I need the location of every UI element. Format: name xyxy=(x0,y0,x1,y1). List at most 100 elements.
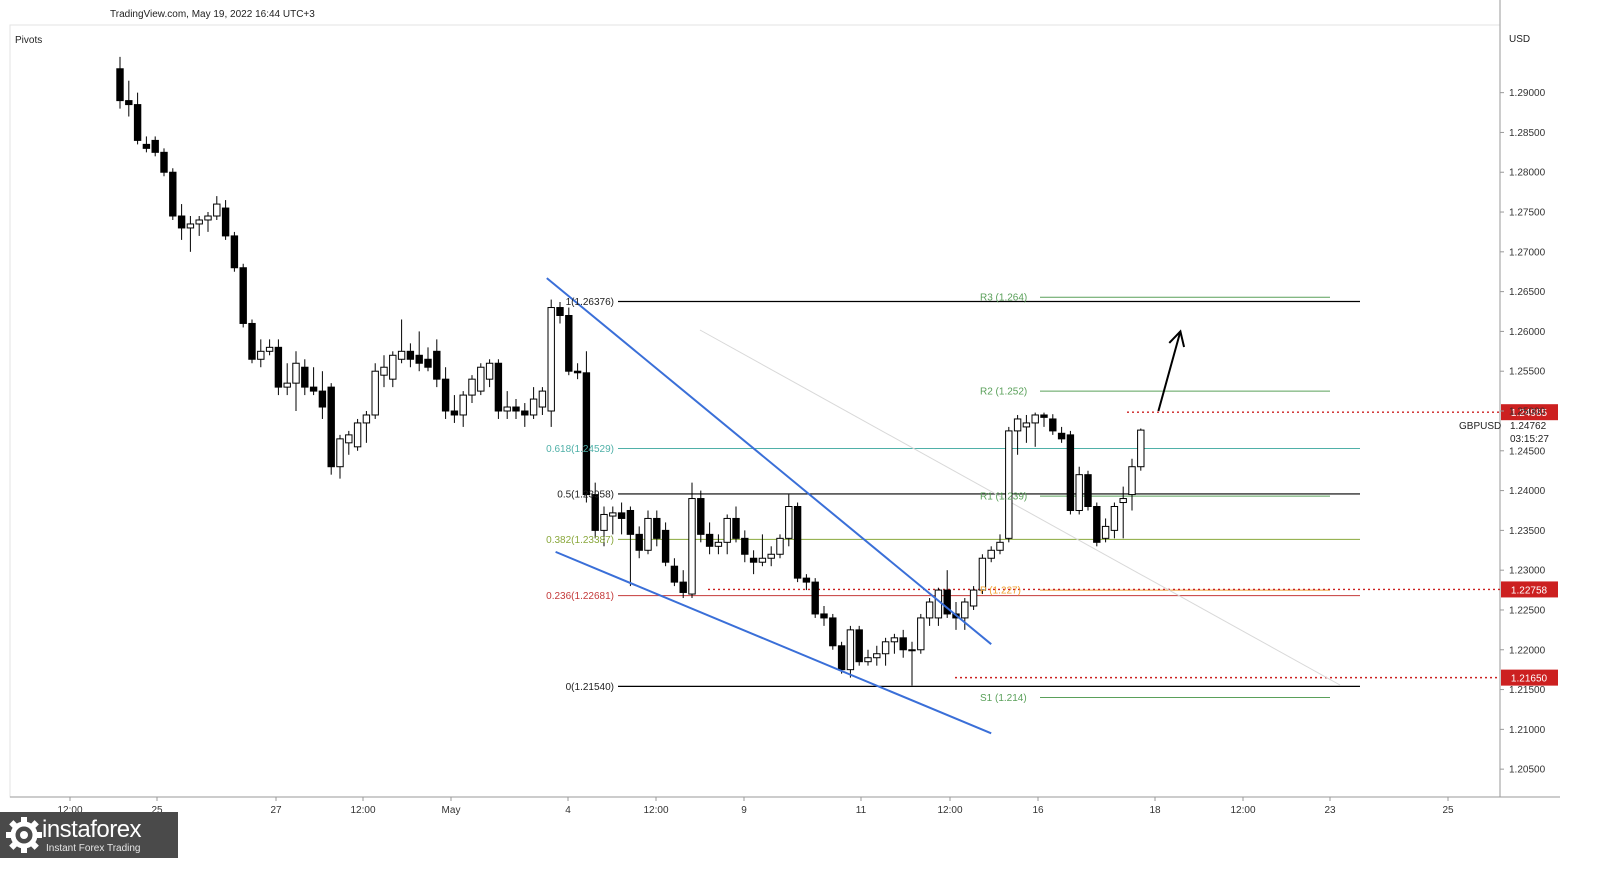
instaforex-logo: instaforex Instant Forex Trading xyxy=(0,812,178,858)
candle xyxy=(855,625,863,666)
candle xyxy=(837,641,846,674)
candle-body-down xyxy=(820,613,828,619)
candle xyxy=(969,586,978,610)
currency-label: USD xyxy=(1509,34,1531,45)
candle-body-down xyxy=(239,267,247,324)
candle xyxy=(292,351,300,411)
candle xyxy=(125,80,133,117)
symbol-label: GBPUSD xyxy=(1459,421,1502,432)
candle-body-down xyxy=(230,235,239,269)
candle-body-down xyxy=(1066,434,1075,511)
candle xyxy=(723,514,731,555)
y-tick-label: 1.28500 xyxy=(1509,128,1546,139)
candle-body-down xyxy=(811,581,819,615)
candle xyxy=(345,430,353,455)
price-tag-label: 1.22758 xyxy=(1511,585,1548,596)
countdown-label: 03:15:27 xyxy=(1510,434,1549,445)
candle-body-down xyxy=(424,358,432,368)
candle-body-down xyxy=(829,617,837,647)
candle xyxy=(873,645,881,666)
candle-body-down xyxy=(855,629,863,663)
candle xyxy=(433,339,441,388)
candle xyxy=(459,391,467,427)
candle xyxy=(688,482,696,599)
candle-body-up xyxy=(538,390,547,408)
candle-body-down xyxy=(749,557,758,563)
candle xyxy=(679,570,687,599)
candle xyxy=(864,649,872,666)
candle xyxy=(890,633,899,654)
candle xyxy=(538,387,547,415)
guide-line xyxy=(699,329,1341,686)
candle xyxy=(221,200,230,240)
x-tick-label: 11 xyxy=(856,805,867,816)
candle-body-down xyxy=(116,68,124,102)
candle-body-up xyxy=(1137,429,1145,468)
candle-body-up xyxy=(609,512,617,517)
candle-body-down xyxy=(943,589,951,615)
candle-body-up xyxy=(978,557,987,591)
candle xyxy=(160,148,168,177)
candle xyxy=(177,204,186,240)
candle xyxy=(186,216,195,252)
fib-level-label: 0.618(1.24529) xyxy=(546,444,614,455)
trendline-upper[interactable] xyxy=(546,277,992,645)
candle-body-up xyxy=(345,434,353,444)
candle-body-down xyxy=(741,537,749,555)
candle xyxy=(380,355,388,388)
candle xyxy=(116,56,124,109)
candle xyxy=(1040,412,1048,427)
candle xyxy=(749,550,758,575)
candle-body-up xyxy=(758,557,767,563)
candle-body-up xyxy=(688,498,696,595)
candle-body-down xyxy=(318,390,327,408)
candle xyxy=(151,136,159,157)
candle xyxy=(899,629,907,658)
candle xyxy=(793,502,802,583)
candle xyxy=(661,522,670,567)
pivot-level-label: R1 (1.239) xyxy=(980,492,1027,503)
candle xyxy=(494,359,503,419)
candle xyxy=(881,637,890,666)
candle-body-down xyxy=(565,314,573,372)
candle-body-up xyxy=(600,513,608,531)
candle xyxy=(1093,502,1101,547)
candle-body-up xyxy=(908,649,916,652)
candle xyxy=(397,319,406,364)
y-tick-label: 1.20500 xyxy=(1509,765,1546,776)
candle-body-down xyxy=(274,346,283,388)
candle-body-up xyxy=(503,406,511,412)
candle-body-down xyxy=(582,372,591,496)
candle xyxy=(996,534,1004,555)
candle-body-up xyxy=(767,553,775,559)
candle xyxy=(785,494,793,547)
projection-arrow-shaft xyxy=(1157,331,1182,412)
candle xyxy=(1057,426,1066,443)
candle xyxy=(758,534,767,567)
candle xyxy=(609,506,617,535)
candle-body-down xyxy=(160,151,168,173)
candle xyxy=(142,136,151,153)
candle xyxy=(811,578,819,618)
candle-body-down xyxy=(450,410,459,416)
candle xyxy=(1128,458,1136,511)
candle-body-up xyxy=(890,637,899,643)
candle-body-down xyxy=(494,362,503,412)
candle xyxy=(732,506,740,543)
candle xyxy=(653,510,661,547)
candle-body-down xyxy=(441,378,450,412)
candle-body-down xyxy=(1040,414,1048,418)
x-tick-label: May xyxy=(442,805,461,816)
trendline-lower[interactable] xyxy=(555,550,992,735)
candle-body-down xyxy=(133,104,142,141)
candle xyxy=(468,375,476,404)
candle-body-up xyxy=(917,617,925,651)
candle xyxy=(987,546,995,563)
x-tick-label: 23 xyxy=(1324,805,1336,816)
candle-body-down xyxy=(177,215,186,229)
candle xyxy=(503,391,511,419)
price-tag-label: 1.24985 xyxy=(1511,408,1548,419)
candle-body-up xyxy=(283,382,291,388)
candle-body-up xyxy=(1101,525,1110,539)
